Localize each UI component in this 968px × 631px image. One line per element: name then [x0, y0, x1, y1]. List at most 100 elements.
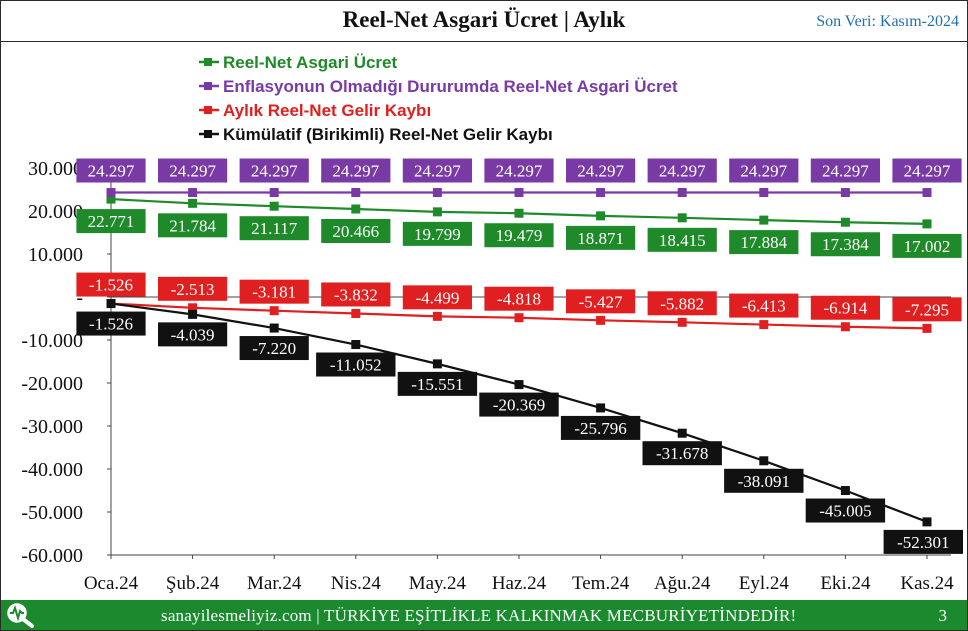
data-label-box	[76, 209, 146, 234]
data-point	[677, 428, 687, 438]
data-label: 19.479	[496, 226, 543, 245]
data-label: -4.039	[171, 325, 215, 344]
data-label-box	[239, 216, 309, 241]
data-point	[269, 323, 279, 333]
data-label-box	[892, 158, 962, 183]
data-label: 24.297	[169, 162, 216, 181]
legend-marker	[204, 106, 212, 114]
data-label-box	[76, 158, 146, 183]
data-label: 19.799	[414, 225, 461, 244]
data-point	[596, 188, 606, 198]
x-tick-label: Ağu.24	[654, 573, 711, 594]
data-point	[188, 188, 198, 198]
data-label: -1.526	[89, 276, 133, 295]
data-label-box	[321, 158, 391, 183]
y-tick-label: -50.000	[21, 502, 83, 524]
data-label: -4.499	[415, 288, 459, 307]
data-label-box	[647, 227, 717, 252]
data-point	[432, 359, 442, 369]
data-label: 18.871	[577, 229, 624, 248]
data-label-box	[642, 441, 722, 466]
data-label: -45.005	[819, 502, 871, 521]
y-tick-label: -40.000	[21, 459, 83, 481]
footer-bar: sanayilesmeliyiz.com | TÜRKİYE EŞİTLİKLE…	[1, 600, 967, 630]
data-label: 21.784	[169, 216, 216, 235]
x-tick-label: Eyl.24	[739, 573, 790, 594]
footer-site-text: sanayilesmeliyiz.com | TÜRKİYE EŞİTLİKLE…	[161, 606, 797, 625]
x-tick-label: May.24	[409, 573, 467, 594]
data-label: 20.466	[332, 222, 379, 241]
data-point	[840, 322, 850, 332]
data-point	[106, 188, 116, 198]
data-label: -7.220	[252, 339, 296, 358]
data-label-box	[76, 272, 146, 297]
data-label-box	[566, 289, 636, 314]
legend-label: Kümülatif (Birikimli) Reel-Net Gelir Kay…	[223, 125, 553, 144]
data-label-box	[810, 295, 880, 320]
data-label: -25.796	[574, 419, 626, 438]
data-label-box	[479, 392, 559, 417]
x-tick-label: Kas.24	[900, 573, 954, 594]
data-label-box	[892, 297, 962, 322]
data-label: -3.181	[252, 283, 296, 302]
data-label-box	[647, 291, 717, 316]
data-label: 24.297	[496, 162, 543, 181]
data-label: 17.002	[904, 237, 951, 256]
x-tick-label: Mar.24	[247, 573, 302, 594]
data-label: 17.384	[822, 235, 869, 254]
data-point	[351, 188, 361, 198]
y-tick-label: -	[76, 287, 83, 309]
data-label-box	[76, 311, 146, 336]
legend-label: Reel-Net Asgari Ücret	[223, 53, 397, 72]
x-tick-label: Tem.24	[572, 573, 630, 594]
data-label-box	[402, 158, 472, 183]
data-label: -1.526	[89, 315, 133, 334]
data-point	[677, 188, 687, 198]
data-label-box	[566, 158, 636, 183]
data-point	[759, 456, 769, 466]
data-label: -31.678	[656, 444, 708, 463]
data-point	[351, 204, 361, 214]
x-tick-label: Oca.24	[84, 573, 139, 594]
data-label-box	[158, 276, 228, 301]
data-point	[840, 486, 850, 496]
last-data-label: Son Veri: Kasım-2024	[816, 13, 959, 30]
data-label-box	[647, 158, 717, 183]
y-tick-label: -30.000	[21, 416, 83, 438]
data-label-box	[883, 529, 963, 554]
data-label: -6.413	[742, 297, 786, 316]
data-point	[432, 207, 442, 217]
data-point	[351, 308, 361, 318]
data-label-box	[810, 232, 880, 257]
data-point	[922, 323, 932, 333]
data-point	[269, 201, 279, 211]
data-label: -6.914	[823, 299, 867, 318]
data-label: 17.884	[740, 233, 787, 252]
data-label: -5.882	[660, 294, 704, 313]
data-label-box	[729, 293, 799, 318]
data-label-box	[239, 279, 309, 304]
data-label-box	[560, 415, 641, 440]
data-label: -2.513	[171, 280, 215, 299]
data-point	[759, 215, 769, 225]
page-number: 3	[938, 606, 948, 625]
data-label: 24.297	[251, 162, 298, 181]
data-label-box	[239, 336, 309, 361]
data-point	[596, 211, 606, 221]
data-label: -4.818	[497, 290, 541, 309]
data-label-box	[158, 322, 228, 347]
data-label-box	[397, 371, 478, 396]
data-point	[759, 188, 769, 198]
y-tick-label: 30.000	[28, 158, 83, 180]
data-label-box	[321, 282, 391, 307]
data-label-box	[402, 221, 472, 246]
data-label: -11.052	[330, 356, 382, 375]
data-label-box	[321, 218, 391, 243]
legend-label: Enflasyonun Olmadığı Dururumda Reel-Net …	[223, 77, 678, 96]
data-label: -15.551	[411, 375, 463, 394]
data-label: 21.117	[251, 219, 298, 238]
x-tick-label: Şub.24	[166, 573, 220, 594]
data-point	[514, 313, 524, 323]
data-label: -3.832	[334, 285, 378, 304]
data-label-box	[158, 213, 228, 238]
